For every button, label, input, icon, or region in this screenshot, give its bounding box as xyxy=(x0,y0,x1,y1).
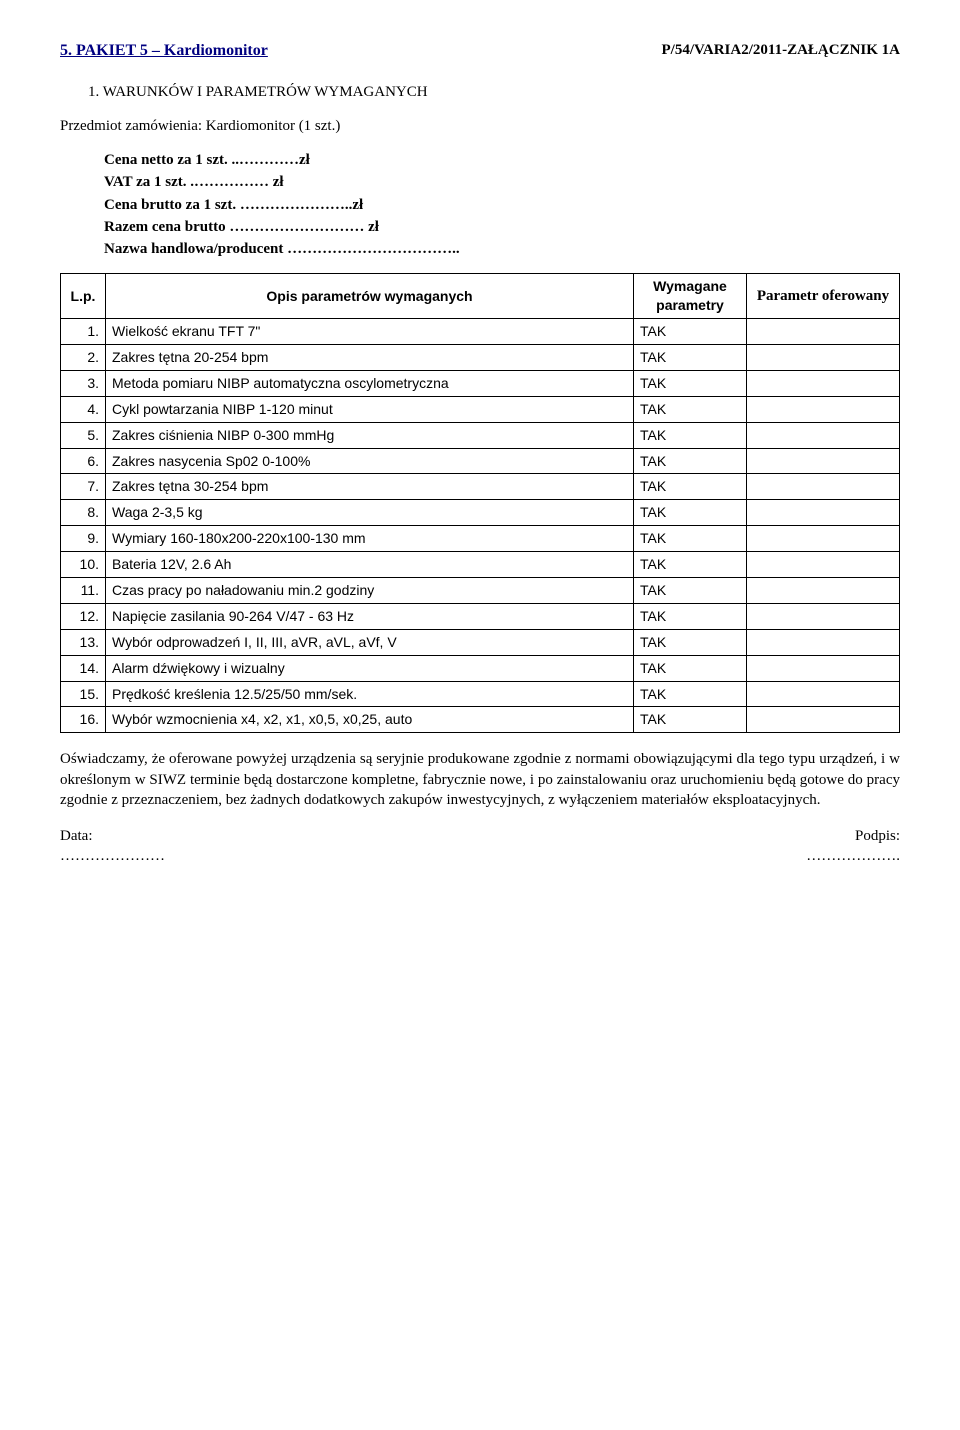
row-desc: Zakres ciśnienia NIBP 0-300 mmHg xyxy=(106,422,634,448)
row-number: 5. xyxy=(61,422,106,448)
table-row: 4.Cykl powtarzania NIBP 1-120 minutTAK xyxy=(61,396,900,422)
row-offered xyxy=(747,603,900,629)
row-desc: Waga 2-3,5 kg xyxy=(106,500,634,526)
signature-label: Podpis: xyxy=(522,826,900,846)
table-row: 12.Napięcie zasilania 90-264 V/47 - 63 H… xyxy=(61,603,900,629)
table-row: 7.Zakres tętna 30-254 bpmTAK xyxy=(61,474,900,500)
row-offered xyxy=(747,370,900,396)
table-row: 15.Prędkość kreślenia 12.5/25/50 mm/sek.… xyxy=(61,681,900,707)
row-desc: Napięcie zasilania 90-264 V/47 - 63 Hz xyxy=(106,603,634,629)
row-desc: Zakres tętna 20-254 bpm xyxy=(106,345,634,371)
section-heading: 1. WARUNKÓW I PARAMETRÓW WYMAGANYCH xyxy=(88,82,900,102)
row-required: TAK xyxy=(634,422,747,448)
row-number: 6. xyxy=(61,448,106,474)
table-row: 10.Bateria 12V, 2.6 AhTAK xyxy=(61,552,900,578)
col-lp: L.p. xyxy=(61,274,106,319)
date-label: Data: xyxy=(60,826,438,846)
price-vat: VAT za 1 szt. .…………… zł xyxy=(104,172,900,192)
row-desc: Prędkość kreślenia 12.5/25/50 mm/sek. xyxy=(106,681,634,707)
row-number: 13. xyxy=(61,629,106,655)
row-required: TAK xyxy=(634,448,747,474)
col-oferowany: Parametr oferowany xyxy=(747,274,900,319)
row-desc: Alarm dźwiękowy i wizualny xyxy=(106,655,634,681)
table-row: 3.Metoda pomiaru NIBP automatyczna oscyl… xyxy=(61,370,900,396)
price-razem: Razem cena brutto ……………………… zł xyxy=(104,217,900,237)
row-required: TAK xyxy=(634,500,747,526)
row-required: TAK xyxy=(634,707,747,733)
table-row: 11.Czas pracy po naładowaniu min.2 godzi… xyxy=(61,578,900,604)
row-number: 16. xyxy=(61,707,106,733)
row-offered xyxy=(747,345,900,371)
col-wymagane: Wymagane parametry xyxy=(634,274,747,319)
col-opis: Opis parametrów wymaganych xyxy=(106,274,634,319)
table-row: 2.Zakres tętna 20-254 bpmTAK xyxy=(61,345,900,371)
parameters-table: L.p. Opis parametrów wymaganych Wymagane… xyxy=(60,273,900,733)
table-row: 8.Waga 2-3,5 kgTAK xyxy=(61,500,900,526)
row-number: 14. xyxy=(61,655,106,681)
row-desc: Wybór wzmocnienia x4, x2, x1, x0,5, x0,2… xyxy=(106,707,634,733)
row-offered xyxy=(747,629,900,655)
row-offered xyxy=(747,448,900,474)
row-required: TAK xyxy=(634,552,747,578)
row-number: 12. xyxy=(61,603,106,629)
subject-line: Przedmiot zamówienia: Kardiomonitor (1 s… xyxy=(60,116,900,136)
row-desc: Zakres nasycenia Sp02 0-100% xyxy=(106,448,634,474)
row-offered xyxy=(747,526,900,552)
row-number: 7. xyxy=(61,474,106,500)
row-offered xyxy=(747,500,900,526)
price-brutto: Cena brutto za 1 szt. …………………..zł xyxy=(104,195,900,215)
row-offered xyxy=(747,474,900,500)
row-desc: Cykl powtarzania NIBP 1-120 minut xyxy=(106,396,634,422)
row-offered xyxy=(747,422,900,448)
row-required: TAK xyxy=(634,396,747,422)
row-number: 3. xyxy=(61,370,106,396)
row-desc: Wybór odprowadzeń I, II, III, aVR, aVL, … xyxy=(106,629,634,655)
row-desc: Czas pracy po naładowaniu min.2 godziny xyxy=(106,578,634,604)
row-desc: Zakres tętna 30-254 bpm xyxy=(106,474,634,500)
row-number: 10. xyxy=(61,552,106,578)
row-required: TAK xyxy=(634,578,747,604)
row-required: TAK xyxy=(634,603,747,629)
table-row: 5.Zakres ciśnienia NIBP 0-300 mmHgTAK xyxy=(61,422,900,448)
declaration-text: Oświadczamy, że oferowane powyżej urządz… xyxy=(60,749,900,810)
row-desc: Wymiary 160-180x200-220x100-130 mm xyxy=(106,526,634,552)
date-dots: ………………… xyxy=(60,846,438,866)
signature-dots: ………………. xyxy=(522,846,900,866)
row-desc: Wielkość ekranu TFT 7" xyxy=(106,319,634,345)
table-row: 9.Wymiary 160-180x200-220x100-130 mmTAK xyxy=(61,526,900,552)
row-offered xyxy=(747,655,900,681)
row-desc: Metoda pomiaru NIBP automatyczna oscylom… xyxy=(106,370,634,396)
table-row: 16.Wybór wzmocnienia x4, x2, x1, x0,5, x… xyxy=(61,707,900,733)
price-netto: Cena netto za 1 szt. ..…………zł xyxy=(104,150,900,170)
row-required: TAK xyxy=(634,319,747,345)
row-number: 1. xyxy=(61,319,106,345)
row-required: TAK xyxy=(634,370,747,396)
row-desc: Bateria 12V, 2.6 Ah xyxy=(106,552,634,578)
row-number: 8. xyxy=(61,500,106,526)
table-row: 14.Alarm dźwiękowy i wizualnyTAK xyxy=(61,655,900,681)
row-required: TAK xyxy=(634,474,747,500)
table-row: 1.Wielkość ekranu TFT 7"TAK xyxy=(61,319,900,345)
package-title: 5. PAKIET 5 – Kardiomonitor xyxy=(60,40,268,62)
table-row: 13.Wybór odprowadzeń I, II, III, aVR, aV… xyxy=(61,629,900,655)
attachment-ref: P/54/VARIA2/2011-ZAŁĄCZNIK 1A xyxy=(662,40,901,60)
row-offered xyxy=(747,681,900,707)
name-producer: Nazwa handlowa/producent …………………………….. xyxy=(104,239,900,259)
row-offered xyxy=(747,396,900,422)
row-required: TAK xyxy=(634,655,747,681)
row-required: TAK xyxy=(634,526,747,552)
row-offered xyxy=(747,552,900,578)
row-number: 4. xyxy=(61,396,106,422)
row-number: 15. xyxy=(61,681,106,707)
row-required: TAK xyxy=(634,629,747,655)
table-row: 6.Zakres nasycenia Sp02 0-100%TAK xyxy=(61,448,900,474)
row-offered xyxy=(747,578,900,604)
row-number: 9. xyxy=(61,526,106,552)
row-offered xyxy=(747,707,900,733)
row-required: TAK xyxy=(634,345,747,371)
row-required: TAK xyxy=(634,681,747,707)
row-number: 2. xyxy=(61,345,106,371)
row-number: 11. xyxy=(61,578,106,604)
row-offered xyxy=(747,319,900,345)
